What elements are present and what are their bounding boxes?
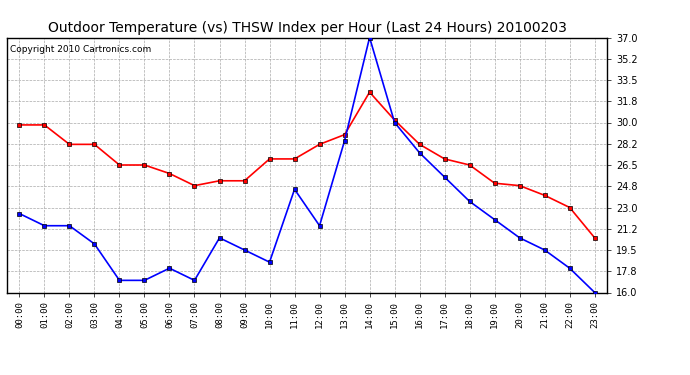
Text: Copyright 2010 Cartronics.com: Copyright 2010 Cartronics.com [10,45,151,54]
Title: Outdoor Temperature (vs) THSW Index per Hour (Last 24 Hours) 20100203: Outdoor Temperature (vs) THSW Index per … [48,21,566,35]
